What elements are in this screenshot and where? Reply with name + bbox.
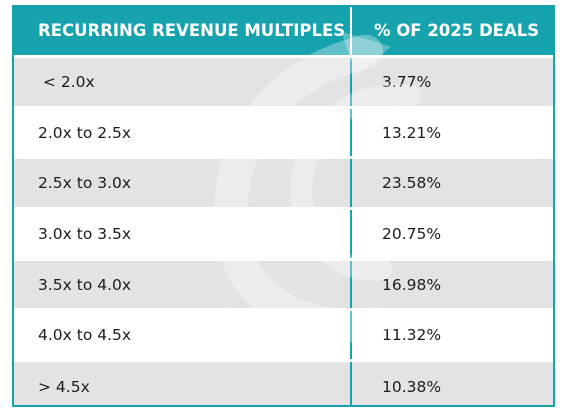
percent-cell: 3.77% [350,55,553,108]
table-row: 3.0x to 3.5x 20.75% [14,207,553,260]
table-row: 2.5x to 3.0x 23.58% [14,156,553,209]
multiple-range-cell: 3.5x to 4.0x [14,257,351,310]
multiple-range-cell: 4.0x to 4.5x [14,308,351,361]
table-row: 4.0x to 4.5x 11.32% [14,308,553,361]
table-row: < 2.0x 3.77% [14,55,553,108]
percent-cell: 11.32% [350,308,553,361]
percent-cell: 10.38% [350,359,553,405]
multiple-range-cell: > 4.5x [14,359,351,405]
percent-cell: 13.21% [350,105,553,158]
table-row: 3.5x to 4.0x 16.98% [14,257,553,310]
table-row: 2.0x to 2.5x 13.21% [14,105,553,158]
revenue-multiples-table: RECURRING REVENUE MULTIPLES % OF 2025 DE… [14,7,553,405]
header-percent-deals: % OF 2025 DEALS [350,7,553,57]
percent-cell: 20.75% [350,207,553,260]
multiple-range-cell: 2.5x to 3.0x [14,156,351,209]
multiple-range-cell: < 2.0x [14,55,351,108]
percent-cell: 23.58% [350,156,553,209]
deals-table-frame: RECURRING REVENUE MULTIPLES % OF 2025 DE… [12,5,555,407]
multiple-range-cell: 3.0x to 3.5x [14,207,351,260]
multiple-range-cell: 2.0x to 2.5x [14,105,351,158]
table-header-row: RECURRING REVENUE MULTIPLES % OF 2025 DE… [14,7,553,57]
header-multiples: RECURRING REVENUE MULTIPLES [14,7,351,57]
percent-cell: 16.98% [350,257,553,310]
table-row: > 4.5x 10.38% [14,359,553,405]
